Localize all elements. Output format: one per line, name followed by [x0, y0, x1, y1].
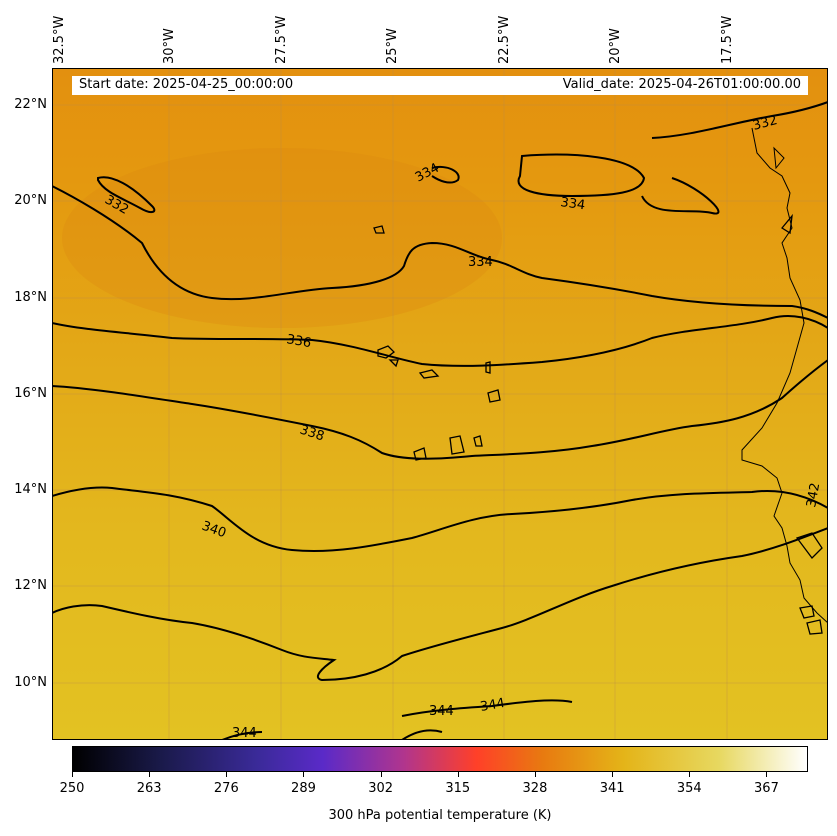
colorbar-tick-label: 341 [599, 781, 625, 796]
contour-332-ne [651, 101, 828, 139]
colorbar-tickmark [689, 772, 691, 777]
cold-core-shading [62, 148, 502, 328]
contour-label-344-a: 344 [429, 704, 454, 719]
lat-label-20n: 20°N [14, 193, 47, 208]
contour-334-east [641, 177, 720, 215]
colorbar-tickmark [612, 772, 614, 777]
colorbar-tick-label: 367 [754, 781, 779, 796]
contour-label-344-c: 344 [232, 726, 257, 740]
contour-lines [52, 101, 828, 740]
colorbar-tickmark [226, 772, 228, 777]
colorbar-tickmark [457, 772, 459, 777]
lat-label-12n: 12°N [14, 578, 47, 593]
valid-date-text: Valid_date: 2025-04-26T01:00:00.00 [562, 77, 801, 92]
contour-label-344-b: 344 [479, 696, 506, 715]
colorbar-tick-label: 263 [136, 781, 162, 796]
lon-label-25w: 25°W [385, 28, 400, 64]
date-header: Start date: 2025-04-25_00:00:00 Valid_da… [72, 76, 808, 95]
colorbar-tickmark [766, 772, 768, 777]
start-date-text: Start date: 2025-04-25_00:00:00 [79, 77, 294, 92]
contour-334-loop-1 [431, 166, 460, 184]
lon-label-32-5w: 32.5°W [52, 15, 67, 64]
lat-label-14n: 14°N [14, 482, 47, 497]
lat-label-10n: 10°N [14, 675, 47, 690]
contour-label-336: 336 [285, 332, 312, 351]
contour-336 [52, 315, 828, 367]
colorbar-tickmark [149, 772, 151, 777]
contour-344-loop [401, 729, 443, 740]
contour-332-nw [97, 176, 156, 214]
colorbar-tick-label: 302 [368, 781, 394, 796]
colorbar-tickmark [380, 772, 382, 777]
contour-344-east [401, 699, 573, 717]
colorbar-tick-label: 276 [213, 781, 239, 796]
colorbar-tick-label: 289 [291, 781, 316, 796]
contour-label-334-c: 334 [468, 255, 493, 270]
lat-label-16n: 16°N [14, 386, 47, 401]
colorbar-tickmark [534, 772, 536, 777]
contour-334-main [52, 185, 828, 319]
lon-label-27-5w: 27.5°W [274, 15, 289, 64]
contour-label-342: 342 [804, 482, 823, 509]
colorbar-tick-label: 328 [522, 781, 548, 796]
contour-label-332-ne: 332 [751, 113, 779, 134]
contour-338 [52, 359, 828, 460]
lon-label-20w: 20°W [608, 28, 623, 64]
colorbar-tick-label: 250 [59, 781, 85, 796]
colorbar-gradient [73, 747, 807, 771]
lon-label-22-5w: 22.5°W [497, 15, 512, 64]
lon-label-17-5w: 17.5°W [720, 15, 735, 64]
colorbar-label: 300 hPa potential temperature (K) [328, 808, 552, 823]
contour-334-loop-2 [517, 153, 646, 198]
colorbar-tickmark [72, 772, 73, 777]
lat-label-18n: 18°N [14, 290, 47, 305]
colorbar-tick-label: 354 [676, 781, 702, 796]
lon-label-30w: 30°W [162, 28, 177, 64]
contour-342 [52, 527, 828, 682]
contour-label-338: 338 [298, 423, 326, 445]
coastline [741, 68, 828, 740]
colorbar [72, 746, 808, 772]
contour-340 [52, 486, 828, 553]
colorbar-tickmark [303, 772, 305, 777]
map-panel: 332 332 334 334 334 336 338 340 342 344 … [52, 68, 828, 740]
gridlines [52, 68, 828, 740]
colorbar-tick-label: 315 [445, 781, 471, 796]
contour-label-334-b: 334 [559, 195, 586, 213]
lat-label-22n: 22°N [14, 97, 47, 112]
map-frame [52, 68, 828, 740]
